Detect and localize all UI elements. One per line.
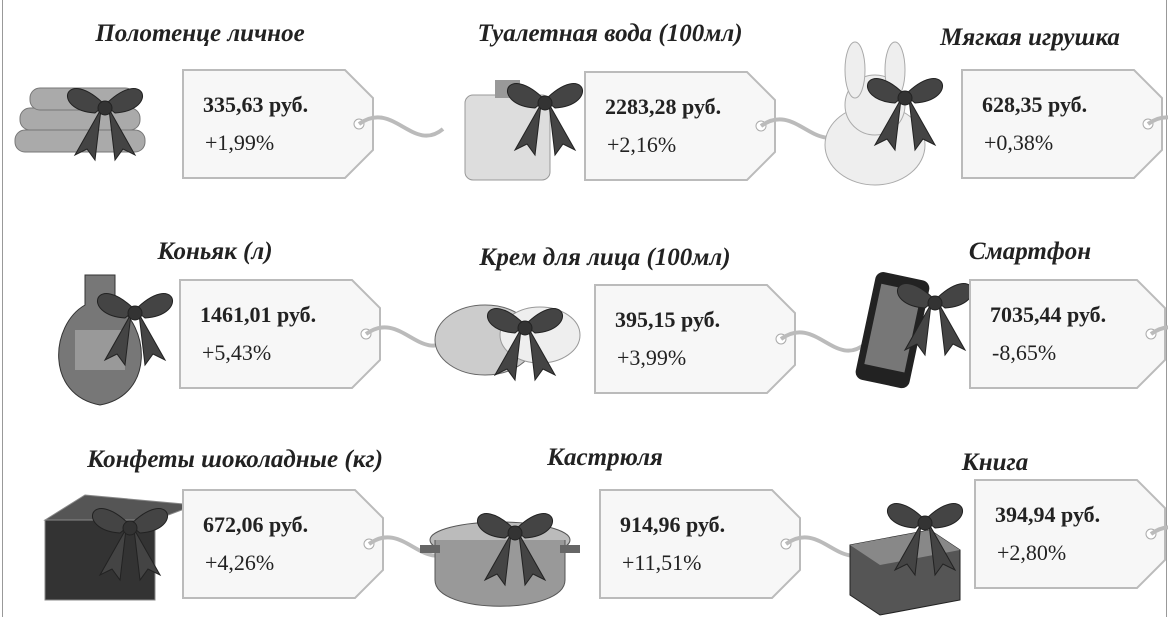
product-name: Смартфон <box>969 238 1091 266</box>
price: 1461,01 руб. <box>200 302 316 328</box>
price-change: +0,38% <box>984 130 1053 156</box>
price: 628,35 руб. <box>982 92 1087 118</box>
price: 2283,28 руб. <box>605 94 721 120</box>
product-image <box>420 485 590 617</box>
price-change: +2,16% <box>607 132 676 158</box>
price-tag <box>183 70 453 178</box>
product-name: Книга <box>962 449 1028 477</box>
price: 7035,44 руб. <box>990 302 1106 328</box>
price-tag <box>970 280 1168 388</box>
price-change: +11,51% <box>622 550 701 576</box>
border <box>2 0 3 617</box>
price: 335,63 руб. <box>203 92 308 118</box>
product-image <box>810 50 980 200</box>
price-change: +2,80% <box>997 540 1066 566</box>
product-name: Кастрюля <box>547 444 663 472</box>
price-tag <box>975 480 1168 588</box>
price: 395,15 руб. <box>615 307 720 333</box>
price-change: +5,43% <box>202 340 271 366</box>
price-tag <box>180 280 460 388</box>
product-image <box>35 480 205 617</box>
product-image <box>10 60 180 210</box>
price: 672,06 руб. <box>203 512 308 538</box>
product-name: Мягкая игрушка <box>940 24 1120 52</box>
infographic: Полотенце личное 335,63 руб. +1,99% Туалет… <box>0 0 1168 617</box>
price-change: +4,26% <box>205 550 274 576</box>
product-name: Конфеты шоколадные (кг) <box>87 446 383 474</box>
product-name: Туалетная вода (100мл) <box>477 20 742 48</box>
product-name: Коньяк (л) <box>157 238 272 266</box>
product-image <box>430 280 600 430</box>
product-name: Крем для лица (100мл) <box>479 244 730 272</box>
price-tag <box>595 285 875 393</box>
price-change: -8,65% <box>992 340 1056 366</box>
price: 394,94 руб. <box>995 502 1100 528</box>
price-tag <box>962 70 1168 178</box>
price-change: +1,99% <box>205 130 274 156</box>
product-name: Полотенце личное <box>95 20 304 48</box>
price-change: +3,99% <box>617 345 686 371</box>
price: 914,96 руб. <box>620 512 725 538</box>
